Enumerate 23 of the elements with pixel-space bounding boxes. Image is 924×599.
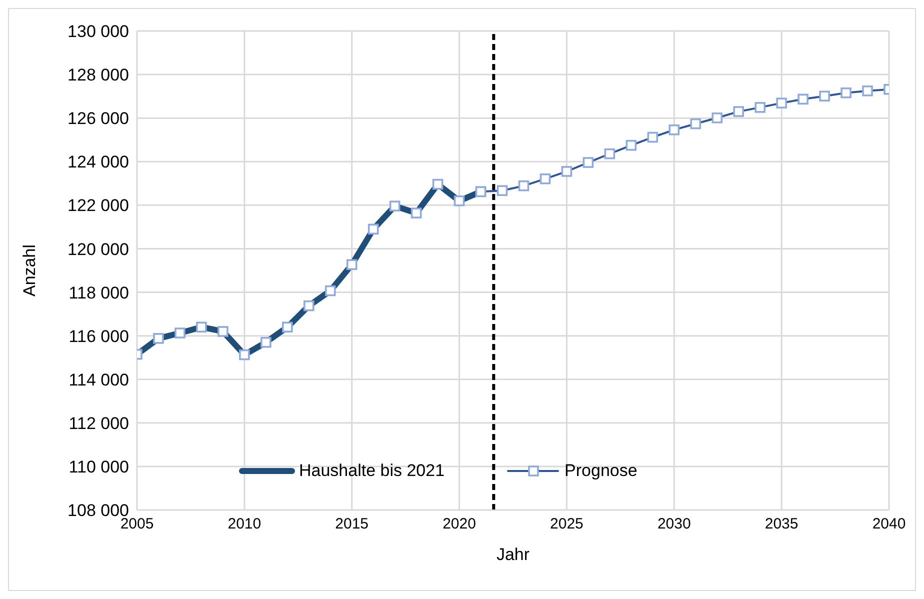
x-tick-label: 2020	[442, 516, 476, 533]
y-tick-label: 114 000	[68, 370, 129, 390]
x-tick-label: 2030	[657, 516, 691, 533]
y-tick-label: 122 000	[68, 196, 129, 216]
y-tick-label: 120 000	[68, 240, 129, 259]
y-tick-label: 116 000	[68, 326, 129, 346]
x-tick-label: 2040	[872, 516, 906, 533]
y-tick-label: 126 000	[68, 109, 129, 128]
legend-label: Prognose	[564, 461, 638, 481]
y-tick-label: 124 000	[68, 152, 129, 172]
y-tick-label: 130 000	[68, 22, 129, 42]
x-tick-label: 2035	[764, 516, 798, 533]
x-tick-label: 2025	[550, 516, 584, 533]
legend-label: Haushalte bis 2021	[299, 461, 445, 481]
x-tick-label: 2005	[120, 516, 154, 533]
x-axis-title: Jahr	[496, 545, 530, 564]
x-tick-label: 2010	[228, 516, 262, 533]
x-tick-label: 2015	[335, 516, 369, 533]
y-axis-title: Anzahl	[20, 244, 40, 296]
y-tick-label: 110 000	[68, 457, 129, 476]
y-tick-label: 112 000	[68, 414, 129, 433]
y-tick-label: 128 000	[68, 66, 129, 85]
y-tick-label: 118 000	[68, 283, 129, 302]
